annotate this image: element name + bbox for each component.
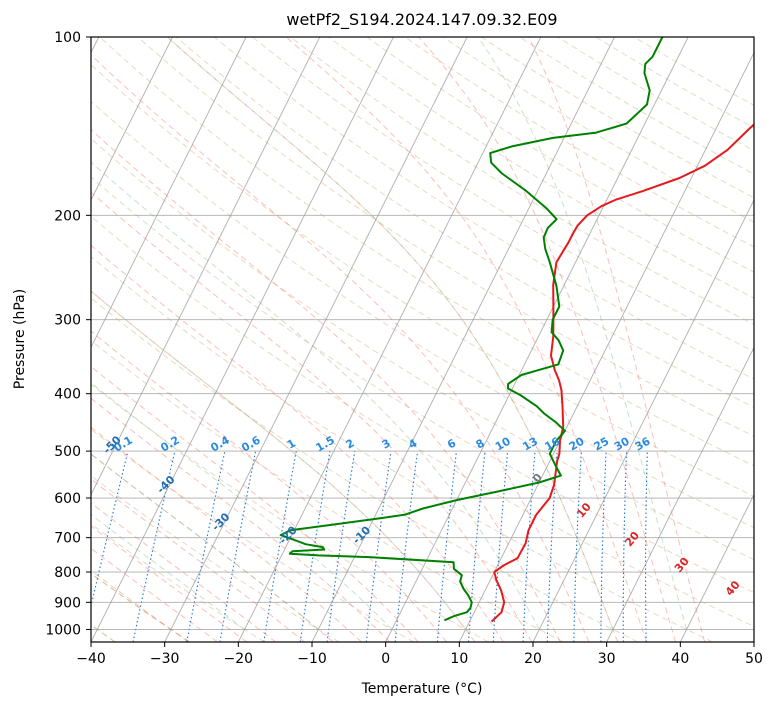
moist-adiabat-line — [91, 525, 247, 642]
y-tick-label: 700 — [54, 531, 81, 547]
moist-adiabat-line — [418, 37, 677, 642]
isotherm-line — [91, 37, 173, 202]
mixing-ratio-line — [436, 451, 457, 642]
y-axis-ticks: 100 200 300 400 500 600 700 800 900 1000 — [45, 30, 91, 638]
y-tick-label: 600 — [54, 491, 81, 507]
x-tick-label: −20 — [224, 651, 254, 667]
mixing-ratio-line — [299, 451, 331, 642]
dry-adiabats — [91, 37, 754, 642]
x-axis-ticks: −40 −30 −20 −10 0 10 20 30 40 50 — [76, 642, 763, 667]
mixing-ratio-line — [132, 450, 176, 642]
isotherm-line — [458, 51, 754, 642]
moist-adiabat-line — [91, 426, 362, 642]
isobar-grid — [91, 37, 754, 630]
dry-adiabat-line — [99, 37, 754, 467]
moist-adiabat-line — [91, 290, 476, 642]
moist-adiabat-line — [91, 569, 189, 642]
dry-adiabat-line — [213, 37, 754, 380]
mixing-ratio-line — [91, 450, 129, 609]
green-reference-line — [91, 161, 540, 630]
isotherm-line — [532, 198, 754, 642]
x-axis-label: Temperature (°C) — [361, 681, 483, 697]
green-reference-line — [477, 37, 688, 630]
dry-adiabat-line — [91, 572, 191, 642]
x-tick-label: −30 — [150, 651, 180, 667]
y-tick-label: 100 — [54, 30, 81, 46]
isotherm-line — [311, 37, 615, 642]
x-tick-label: 0 — [381, 651, 390, 667]
dry-adiabat-line — [91, 339, 564, 642]
plot-area: 0.10.20.40.611.52346810131620253036-100-… — [91, 37, 754, 642]
plot-frame — [90, 36, 755, 643]
moist-adiabat-line — [91, 244, 504, 642]
green-reference-line — [91, 513, 245, 630]
isotherm-line — [385, 37, 689, 642]
isotherm-line — [679, 493, 754, 642]
x-tick-label: 20 — [524, 651, 542, 667]
moist-adiabat-line — [528, 37, 706, 642]
dry-adiabat-line — [91, 63, 754, 497]
isotherm-line — [91, 37, 394, 642]
y-tick-label: 1000 — [45, 622, 81, 638]
mixing-ratio-line — [365, 451, 392, 642]
isotherm-line — [237, 37, 542, 642]
isotherm-line — [164, 37, 468, 642]
y-tick-label: 900 — [54, 595, 81, 611]
chart-title: wetPf2_S194.2024.147.09.32.E09 — [286, 10, 557, 30]
y-tick-label: 400 — [54, 387, 81, 403]
sounding-profiles — [279, 37, 754, 623]
dry-adiabat-line — [91, 176, 754, 594]
y-tick-label: 500 — [54, 444, 81, 460]
dry-adiabat-line — [91, 297, 639, 642]
sounding-line — [279, 37, 664, 622]
x-tick-label: −40 — [76, 651, 106, 667]
x-tick-label: 50 — [745, 651, 763, 667]
x-tick-label: 10 — [450, 651, 468, 667]
isotherm-line — [91, 37, 247, 349]
x-tick-label: 40 — [671, 651, 689, 667]
dry-adiabat-line — [91, 383, 489, 642]
mixing-ratio-line — [394, 451, 419, 642]
dry-adiabat-line — [91, 137, 754, 561]
isotherm-line — [91, 37, 321, 496]
moist-adiabat-line — [285, 37, 648, 642]
dry-adiabat-line — [91, 215, 754, 628]
dry-adiabat-line — [91, 475, 340, 642]
y-tick-label: 300 — [54, 313, 81, 329]
skewed-isotherms — [91, 37, 754, 642]
green-reference-line — [166, 37, 614, 630]
x-tick-label: 30 — [598, 651, 616, 667]
y-tick-label: 800 — [54, 565, 81, 581]
green-reference-line — [91, 382, 393, 630]
isotherm-line — [606, 346, 754, 642]
dry-adiabat-line — [91, 100, 754, 529]
moist-adiabat-line — [91, 547, 218, 642]
green-reference-line — [91, 290, 466, 630]
y-axis-label: Pressure (hPa) — [12, 289, 28, 389]
moist-adiabat-line — [91, 397, 391, 642]
sounding-line — [490, 123, 754, 623]
moist-adiabat-line — [91, 502, 276, 642]
dry-adiabat-line — [91, 255, 713, 642]
mixing-ratio-line — [326, 451, 356, 642]
green-reference-line — [91, 453, 319, 630]
moist-adiabat-line — [91, 330, 447, 642]
dry-adiabat-line — [252, 37, 754, 353]
x-tick-label: −10 — [297, 651, 327, 667]
y-tick-label: 200 — [54, 208, 81, 224]
